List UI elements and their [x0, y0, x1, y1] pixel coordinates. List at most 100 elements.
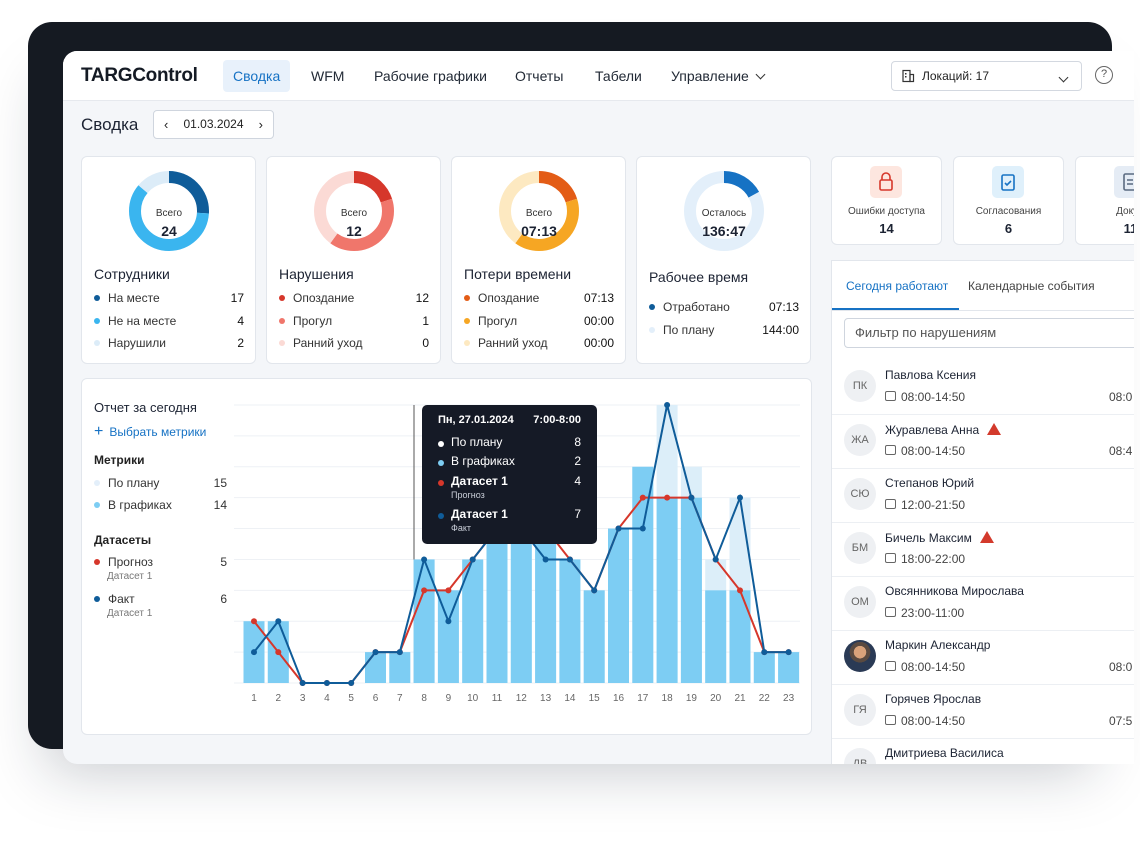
nav-wfm[interactable]: WFM [311, 68, 345, 84]
document-icon [1114, 166, 1134, 198]
nav-reports[interactable]: Отчеты [515, 68, 564, 84]
stat-card[interactable]: Осталось 136:47 Рабочее время Отработано 07:… [636, 156, 811, 364]
stat-value: 07:13 [583, 291, 614, 305]
stat-card[interactable]: Всего 07:13 Потери времени Опоздание 07:13 Пр… [451, 156, 626, 364]
point [639, 525, 646, 532]
dataset-row[interactable]: Прогноз 5 [94, 555, 227, 569]
point [421, 587, 428, 594]
report-title: Отчет за сегодня [94, 400, 197, 415]
tooltip-value: 4 [574, 474, 581, 488]
clipboard-check-icon [992, 166, 1024, 198]
violations-filter-input[interactable]: Фильтр по нарушениям [844, 318, 1134, 348]
calendar-icon [885, 607, 896, 617]
legend-dot [438, 513, 444, 519]
x-tick-label: 10 [467, 693, 479, 704]
location-select[interactable]: Локаций: 17 [891, 61, 1082, 91]
donut-chart: Всего 12 [312, 169, 396, 253]
metrics-heading: Метрики [94, 453, 145, 467]
employee-name: Журавлева Анна [885, 423, 980, 437]
legend-dot [464, 295, 470, 301]
metric-row[interactable]: В графиках 14 [94, 498, 227, 512]
point [445, 587, 452, 594]
date-picker[interactable]: ‹ 01.03.2024 › [153, 110, 274, 139]
x-tick-label: 5 [348, 693, 354, 704]
point [445, 618, 452, 625]
nav-management[interactable]: Управление [661, 60, 774, 92]
dataset-sub: Датасет 1 [107, 571, 153, 582]
donut-value: 12 [346, 223, 362, 239]
employee-row[interactable]: СЮ Степанов Юрий 12:00-21:50 [832, 469, 1134, 523]
page-title: Сводка [81, 115, 139, 134]
stat-value: 07:13 [768, 300, 799, 314]
x-tick-label: 12 [516, 693, 528, 704]
chevron-right-icon[interactable]: › [258, 117, 263, 132]
stat-value: 00:00 [583, 313, 614, 328]
stat-row: Не на месте 4 [94, 314, 244, 330]
bar-schedule [583, 590, 605, 683]
stat-row: Ранний уход 0 [279, 336, 429, 352]
employee-row[interactable]: ДВ Дмитриева Василиса [832, 739, 1134, 764]
point [542, 556, 549, 563]
donut-segment [129, 171, 209, 251]
nav-schedules[interactable]: Рабочие графики [374, 68, 487, 84]
app-logo: TARGControl [81, 65, 198, 86]
donut-chart: Всего 24 [127, 169, 211, 253]
mini-card[interactable]: Докум 11 [1075, 156, 1134, 245]
employee-row[interactable]: ПК Павлова Ксения 08:00-14:50 08:0 [832, 361, 1134, 415]
bar-schedule [680, 497, 702, 683]
point [275, 618, 282, 625]
nav-svodka[interactable]: Сводка [223, 60, 291, 92]
help-icon[interactable]: ? [1095, 66, 1113, 84]
legend-dot [94, 596, 100, 602]
employee-name: Дмитриева Василиса [885, 746, 1004, 760]
point [712, 556, 719, 563]
tab-calendar-events[interactable]: Календарные события [968, 279, 1095, 293]
metric-row[interactable]: По плану 15 [94, 476, 227, 490]
chart-tooltip: Пн, 27.01.2024 7:00-8:00 По плану 8 В граф… [422, 405, 597, 544]
nav-timesheets[interactable]: Табели [595, 68, 642, 84]
tab-working-today[interactable]: Сегодня работают [846, 279, 949, 293]
donut-segment [499, 171, 579, 251]
employee-row[interactable]: ЖА Журавлева Анна 08:00-14:50 08:4 [832, 415, 1134, 469]
employee-name: Бичель Максим [885, 531, 972, 545]
legend-dot [279, 340, 285, 346]
legend-dot [279, 295, 285, 301]
tooltip-sub: Факт [451, 523, 472, 533]
bar-schedule [486, 528, 508, 683]
employee-row[interactable]: БМ Бичель Максим 18:00-22:00 [832, 523, 1134, 577]
stat-label: Не на месте [108, 313, 177, 328]
employee-row[interactable]: ГЯ Горячев Ярослав 08:00-14:50 07:5 [832, 685, 1134, 739]
stat-row: Опоздание 07:13 [464, 291, 614, 307]
mini-card[interactable]: Согласования 6 [953, 156, 1064, 245]
tooltip-label: В графиках [451, 454, 515, 468]
select-metrics-button[interactable]: + Выбрать метрики [94, 423, 206, 441]
point [396, 649, 403, 656]
chevron-down-icon [1058, 72, 1069, 83]
x-tick-label: 20 [710, 693, 722, 704]
tooltip-sub: Прогноз [451, 490, 485, 500]
stat-value: 2 [237, 336, 244, 350]
point [566, 556, 573, 563]
point [299, 680, 306, 686]
employee-name-wrap: Павлова Ксения [885, 368, 976, 382]
plus-icon: + [94, 423, 104, 440]
dataset-row[interactable]: Факт 6 [94, 592, 227, 606]
stat-card[interactable]: Всего 24 Сотрудники На месте 17 Не на месте 4 Н… [81, 156, 256, 364]
point [615, 525, 622, 532]
stat-card[interactable]: Всего 12 Нарушения Опоздание 12 Прогул 1 Ранний… [266, 156, 441, 364]
donut-segment [129, 171, 209, 251]
x-tick-label: 23 [783, 693, 795, 704]
stat-label: Опоздание [293, 291, 355, 305]
stat-value: 17 [230, 291, 244, 305]
employee-name-wrap: Степанов Юрий [885, 476, 974, 490]
bar-schedule [510, 528, 532, 683]
employee-row[interactable]: ОМ Овсянникова Мирослава 23:00-11:00 [832, 577, 1134, 631]
donut-chart: Всего 07:13 [497, 169, 581, 253]
avatar: СЮ [844, 478, 876, 510]
mini-card-value: 6 [1004, 221, 1013, 236]
chevron-left-icon[interactable]: ‹ [164, 117, 169, 132]
mini-card[interactable]: Ошибки доступа 14 [831, 156, 942, 245]
employee-name-wrap: Бичель Максим [885, 530, 994, 545]
employee-row[interactable]: Маркин Александр 08:00-14:50 08:0 [832, 631, 1134, 685]
point [591, 587, 598, 594]
